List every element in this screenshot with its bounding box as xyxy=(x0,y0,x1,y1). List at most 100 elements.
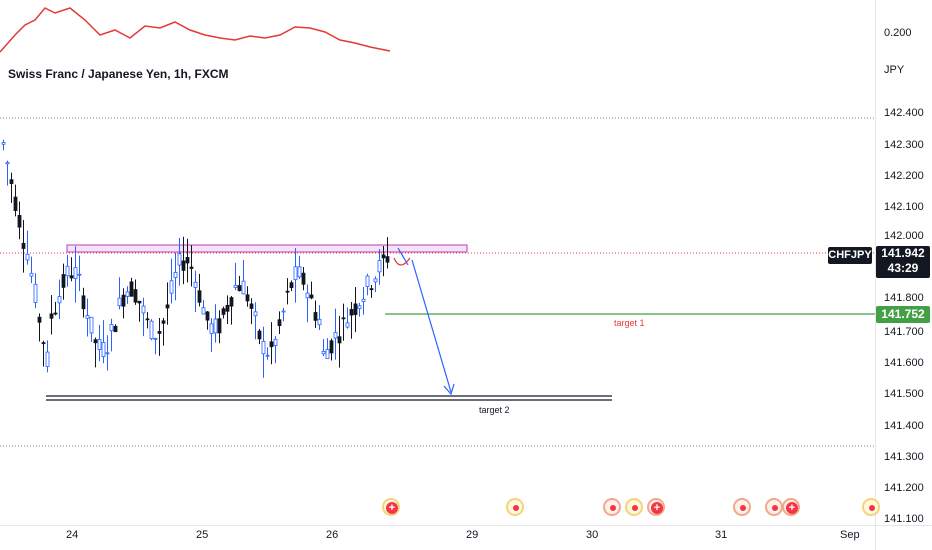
event-marker[interactable] xyxy=(862,498,880,516)
plus-icon: + xyxy=(786,502,798,514)
candle-body xyxy=(297,266,302,278)
candle-body xyxy=(169,280,174,294)
candle-body xyxy=(341,317,346,320)
candle-body xyxy=(277,319,282,327)
candle-body xyxy=(77,273,82,276)
candle-body xyxy=(257,330,262,340)
candle-body xyxy=(185,257,190,264)
candle-body xyxy=(37,316,42,323)
price-tick: 141.400 xyxy=(884,420,924,432)
candle-body xyxy=(273,338,278,347)
candlestick-chart[interactable] xyxy=(0,0,875,525)
candle-body xyxy=(9,179,14,184)
candle-body xyxy=(345,322,350,328)
candle-body xyxy=(25,253,30,261)
candle-body xyxy=(217,318,222,334)
candle-body xyxy=(385,256,390,263)
candle-body xyxy=(241,280,246,295)
event-marker[interactable] xyxy=(625,498,643,516)
candle-body xyxy=(65,265,70,277)
candle-body xyxy=(41,342,46,345)
time-scale[interactable] xyxy=(0,525,875,550)
projection-arrow xyxy=(411,259,452,393)
event-marker[interactable] xyxy=(733,498,751,516)
candle-body xyxy=(1,142,6,145)
dot-icon xyxy=(772,505,778,511)
candle-body xyxy=(173,272,178,278)
candle-body xyxy=(21,242,26,249)
price-tick: 141.500 xyxy=(884,388,924,400)
time-tick: 29 xyxy=(466,529,479,541)
candle-body xyxy=(361,298,366,302)
event-marker[interactable] xyxy=(506,498,524,516)
price-tick: 142.300 xyxy=(884,139,924,151)
candle-body xyxy=(113,325,118,333)
candle-body xyxy=(369,288,374,291)
candle-body xyxy=(97,339,102,350)
candle-body xyxy=(353,303,358,315)
candle-body xyxy=(209,323,214,335)
candle-body xyxy=(313,312,318,321)
event-marker[interactable]: + xyxy=(782,498,800,516)
candle-body xyxy=(245,294,250,302)
plus-icon: + xyxy=(386,502,398,514)
candle-body xyxy=(329,340,334,354)
candle-body xyxy=(205,311,210,321)
price-tick: 141.200 xyxy=(884,482,924,494)
candle-body xyxy=(101,341,106,358)
candle-body xyxy=(137,300,142,304)
candle-body xyxy=(125,291,130,297)
price-tick: 141.600 xyxy=(884,357,924,369)
bar-countdown: 43:29 xyxy=(887,261,919,275)
symbol-legend[interactable]: Swiss Franc / Japanese Yen, 1h, FXCM xyxy=(8,67,229,81)
resistance-zone xyxy=(66,244,468,253)
candle-body xyxy=(121,294,126,307)
candle-body xyxy=(177,253,182,266)
candle-body xyxy=(17,215,22,228)
candle-body xyxy=(281,310,286,313)
candle-body xyxy=(5,162,10,165)
dot-icon xyxy=(610,505,616,511)
candle-body xyxy=(181,260,186,271)
candle-body xyxy=(305,292,310,299)
candle-body xyxy=(321,350,326,355)
price-tick: 141.300 xyxy=(884,451,924,463)
candle-body xyxy=(89,316,94,334)
price-tick: 142.400 xyxy=(884,107,924,119)
candle-body xyxy=(85,315,90,319)
candle-body xyxy=(293,266,298,280)
dot-icon xyxy=(632,505,638,511)
candle-body xyxy=(189,266,194,269)
price-tick: 142.000 xyxy=(884,230,924,242)
candle-body xyxy=(261,340,266,355)
candle-body xyxy=(213,318,218,334)
candle-body xyxy=(201,307,206,315)
candle-body xyxy=(381,254,386,259)
candle-body xyxy=(133,289,138,303)
time-tick: 26 xyxy=(326,529,339,541)
candle-body xyxy=(373,278,378,283)
candle-body xyxy=(253,311,258,317)
chart-pane[interactable] xyxy=(0,0,875,525)
candle-body xyxy=(105,352,110,355)
event-marker[interactable] xyxy=(603,498,621,516)
candle-body xyxy=(289,282,294,289)
candle-body xyxy=(45,351,50,367)
target-price-badge: 141.752 xyxy=(876,306,930,323)
event-marker[interactable]: + xyxy=(382,498,400,516)
candle-body xyxy=(309,294,314,299)
indicator-line xyxy=(0,7,391,53)
target-1-label[interactable]: target 1 xyxy=(614,318,645,328)
event-marker[interactable]: + xyxy=(647,498,665,516)
candle-body xyxy=(109,324,114,332)
candle-body xyxy=(333,332,338,339)
candle-body xyxy=(61,274,66,288)
event-marker[interactable] xyxy=(765,498,783,516)
price-tick: 141.100 xyxy=(884,513,924,525)
candle-body xyxy=(249,303,254,309)
price-scale[interactable] xyxy=(875,0,932,525)
candle-body xyxy=(141,305,146,314)
target-2-label[interactable]: target 2 xyxy=(479,405,510,415)
candle-body xyxy=(57,296,62,304)
candle-body xyxy=(237,285,242,292)
